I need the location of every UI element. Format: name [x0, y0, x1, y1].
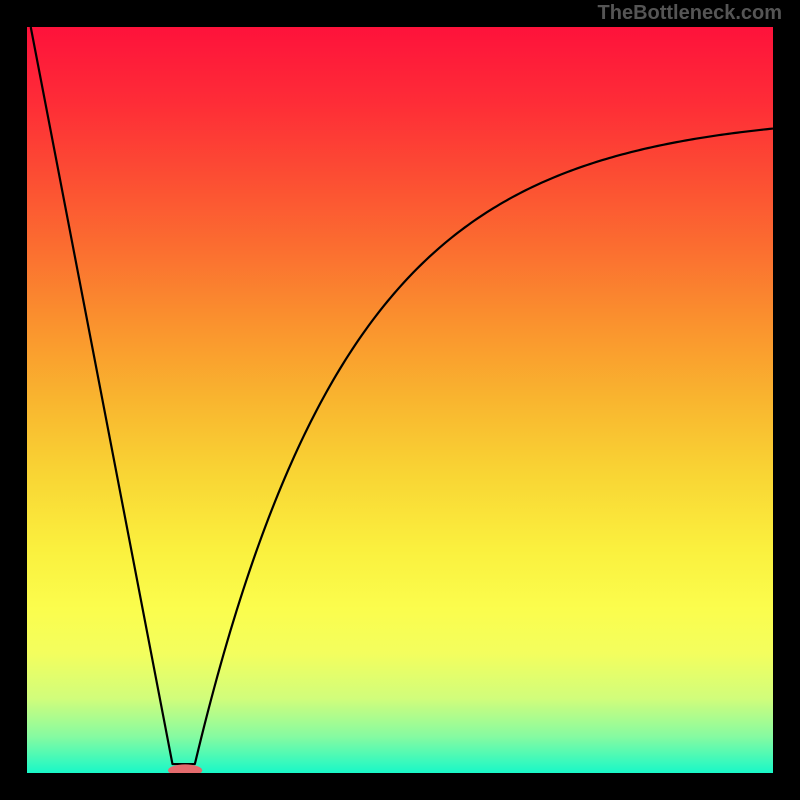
watermark-text: TheBottleneck.com	[598, 2, 782, 25]
gradient-plot	[27, 27, 773, 773]
chart-container: TheBottleneck.com	[0, 0, 800, 800]
plot-area	[27, 27, 773, 773]
gradient-background	[27, 27, 773, 773]
